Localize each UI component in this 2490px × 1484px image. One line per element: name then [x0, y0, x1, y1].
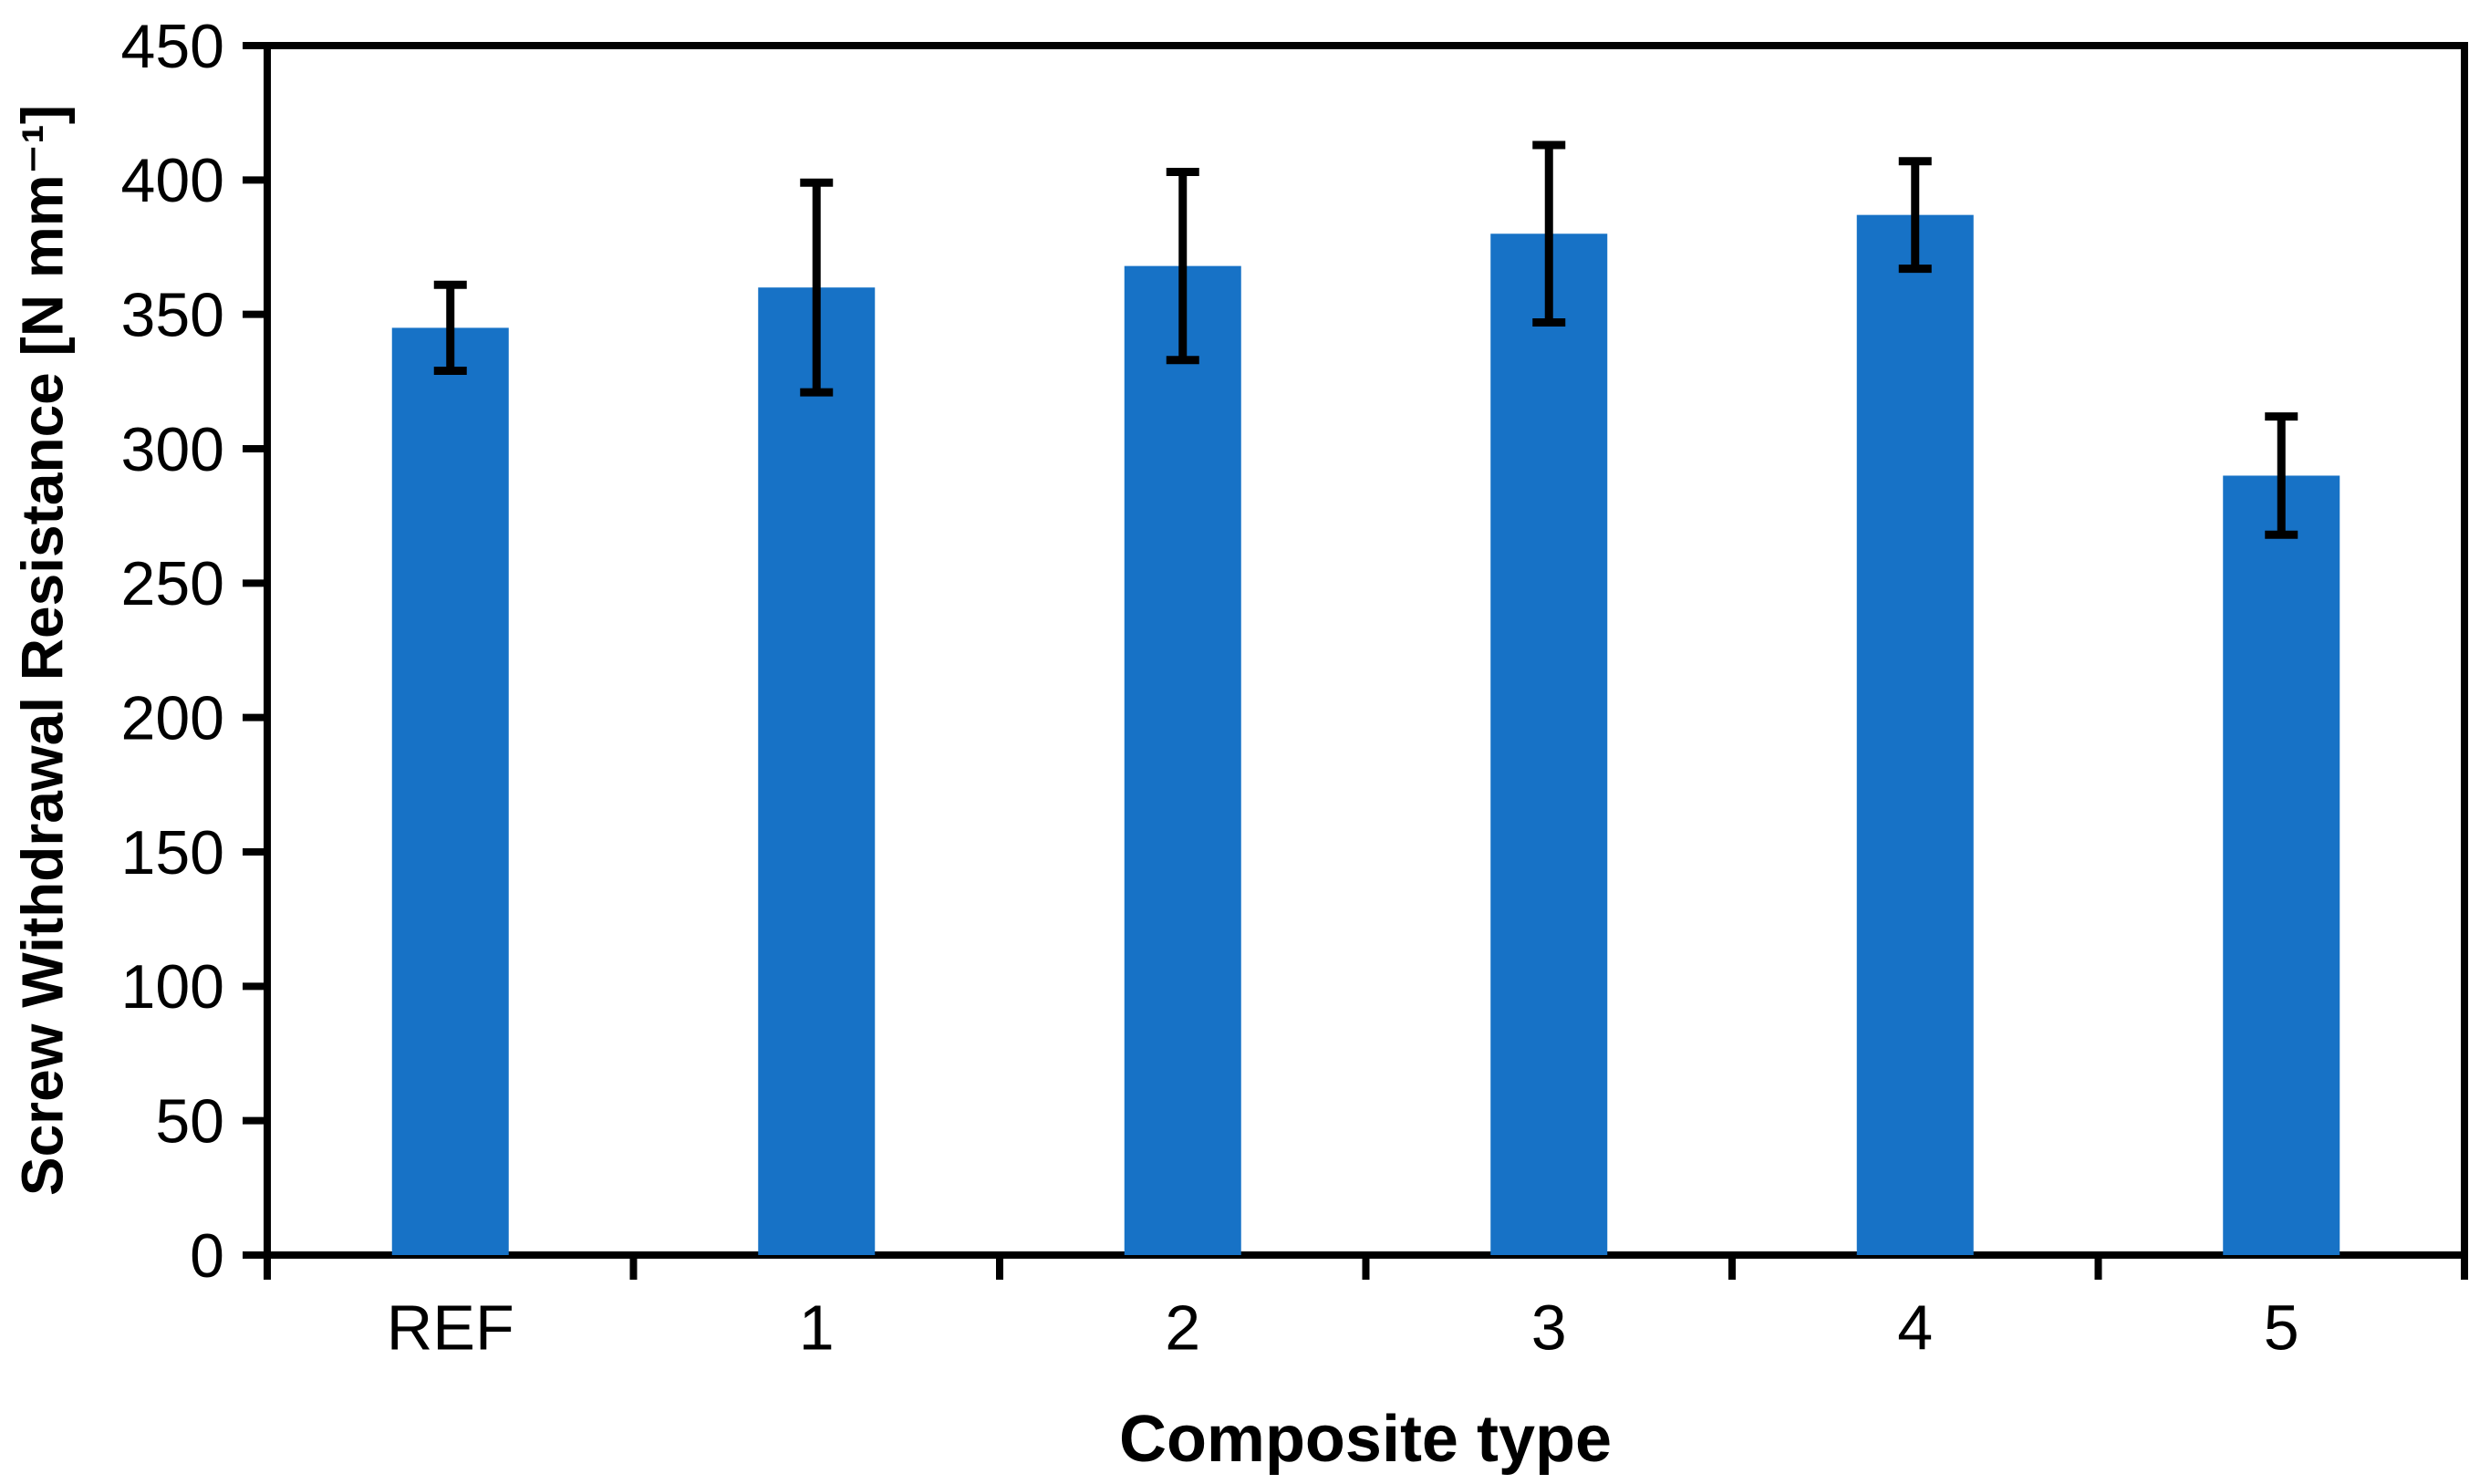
bar-5 [2223, 475, 2340, 1255]
y-tick-label: 450 [121, 12, 224, 81]
y-tick-label: 300 [121, 415, 224, 484]
y-tick-label: 50 [155, 1086, 224, 1156]
x-axis-title: Composite type [1119, 1403, 1612, 1476]
y-tick-label: 200 [121, 683, 224, 752]
y-tick-label: 350 [121, 280, 224, 349]
x-tick-label-REF: REF [387, 1292, 514, 1364]
y-tick-label: 0 [190, 1221, 224, 1291]
y-tick-label: 400 [121, 146, 224, 215]
bar-1 [758, 287, 876, 1256]
bar-3 [1490, 233, 1608, 1256]
y-tick-label: 250 [121, 549, 224, 618]
bar-REF [391, 327, 509, 1255]
bar-2 [1124, 265, 1241, 1255]
y-tick-label: 100 [121, 952, 224, 1022]
plot-area-border [264, 42, 2468, 1259]
x-tick-label-1: 1 [799, 1292, 835, 1364]
x-tick-label-3: 3 [1531, 1292, 1567, 1364]
y-axis-title: Screw Withdrawal Resistance [N mm⁻¹] [9, 105, 75, 1196]
bar-4 [1856, 214, 1974, 1255]
x-tick-label-4: 4 [1897, 1292, 1933, 1364]
x-tick-label-2: 2 [1165, 1292, 1200, 1364]
x-tick-label-5: 5 [2264, 1292, 2299, 1364]
y-tick-label: 150 [121, 818, 224, 887]
